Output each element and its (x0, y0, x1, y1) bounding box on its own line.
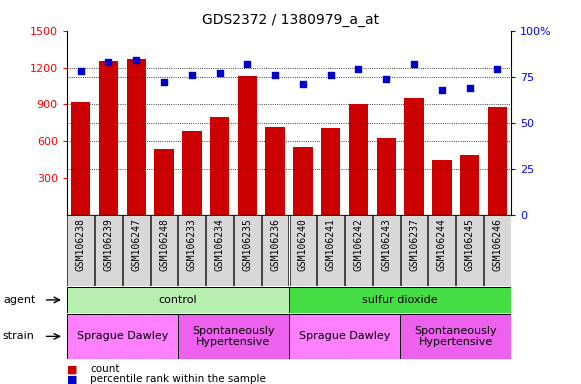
Bar (376, 137, 396, 215)
Text: Spontaneously
Hypertensive: Spontaneously Hypertensive (414, 326, 497, 347)
FancyBboxPatch shape (262, 215, 289, 286)
FancyBboxPatch shape (456, 215, 483, 286)
Bar (404, 98, 424, 215)
Bar (210, 117, 229, 215)
FancyBboxPatch shape (373, 215, 400, 286)
Point (187, 72, 196, 78)
FancyBboxPatch shape (289, 287, 511, 313)
FancyBboxPatch shape (67, 287, 289, 313)
FancyBboxPatch shape (150, 215, 177, 286)
Point (104, 59, 113, 65)
Point (243, 61, 252, 67)
Bar (71, 102, 91, 215)
FancyBboxPatch shape (178, 314, 289, 359)
Text: GSM106244: GSM106244 (437, 218, 447, 271)
Text: GSM106239: GSM106239 (103, 218, 113, 271)
FancyBboxPatch shape (317, 215, 344, 286)
FancyBboxPatch shape (123, 215, 149, 286)
Text: GSM106248: GSM106248 (159, 218, 169, 271)
FancyBboxPatch shape (206, 215, 233, 286)
Bar (182, 131, 202, 215)
Point (354, 66, 363, 73)
Bar (99, 61, 118, 215)
Point (159, 79, 168, 85)
Text: GSM106234: GSM106234 (214, 218, 225, 271)
Text: GSM106237: GSM106237 (409, 218, 419, 271)
Bar (349, 104, 368, 215)
Text: percentile rank within the sample: percentile rank within the sample (90, 374, 266, 384)
FancyBboxPatch shape (429, 215, 455, 286)
FancyBboxPatch shape (67, 314, 178, 359)
Text: GSM106236: GSM106236 (270, 218, 280, 271)
Text: agent: agent (3, 295, 35, 305)
Bar (321, 128, 340, 215)
Point (271, 72, 280, 78)
Text: GSM106246: GSM106246 (492, 218, 503, 271)
Bar (293, 147, 313, 215)
Text: Sprague Dawley: Sprague Dawley (77, 331, 168, 341)
Text: ■: ■ (67, 364, 77, 374)
Point (132, 57, 141, 63)
FancyBboxPatch shape (401, 215, 428, 286)
Text: sulfur dioxide: sulfur dioxide (363, 295, 438, 305)
Point (465, 85, 474, 91)
Text: GSM106245: GSM106245 (465, 218, 475, 271)
Bar (460, 155, 479, 215)
Bar (155, 149, 174, 215)
FancyBboxPatch shape (95, 215, 122, 286)
Text: Spontaneously
Hypertensive: Spontaneously Hypertensive (192, 326, 275, 347)
Text: GSM106241: GSM106241 (326, 218, 336, 271)
Point (410, 61, 419, 67)
Point (437, 87, 446, 93)
Point (382, 76, 391, 82)
Bar (266, 127, 285, 215)
Bar (238, 76, 257, 215)
FancyBboxPatch shape (234, 215, 261, 286)
FancyBboxPatch shape (67, 215, 94, 286)
FancyBboxPatch shape (178, 215, 205, 286)
FancyBboxPatch shape (289, 314, 400, 359)
Text: GSM106238: GSM106238 (76, 218, 86, 271)
Text: strain: strain (3, 331, 35, 341)
Point (298, 81, 307, 87)
Text: count: count (90, 364, 120, 374)
Text: GSM106242: GSM106242 (353, 218, 364, 271)
Bar (432, 160, 451, 215)
Text: GSM106243: GSM106243 (381, 218, 391, 271)
Point (76, 68, 85, 74)
Text: GSM106235: GSM106235 (242, 218, 252, 271)
Text: GSM106247: GSM106247 (131, 218, 141, 271)
Text: ■: ■ (67, 374, 77, 384)
Bar (487, 107, 507, 215)
Point (215, 70, 224, 76)
Text: GSM106233: GSM106233 (187, 218, 197, 271)
FancyBboxPatch shape (289, 215, 316, 286)
FancyBboxPatch shape (345, 215, 372, 286)
FancyBboxPatch shape (484, 215, 511, 286)
FancyBboxPatch shape (400, 314, 511, 359)
Point (493, 66, 502, 73)
Point (326, 72, 335, 78)
Text: GSM106240: GSM106240 (298, 218, 308, 271)
Text: GDS2372 / 1380979_a_at: GDS2372 / 1380979_a_at (202, 13, 379, 27)
Text: control: control (159, 295, 197, 305)
Text: Sprague Dawley: Sprague Dawley (299, 331, 390, 341)
Bar (127, 59, 146, 215)
